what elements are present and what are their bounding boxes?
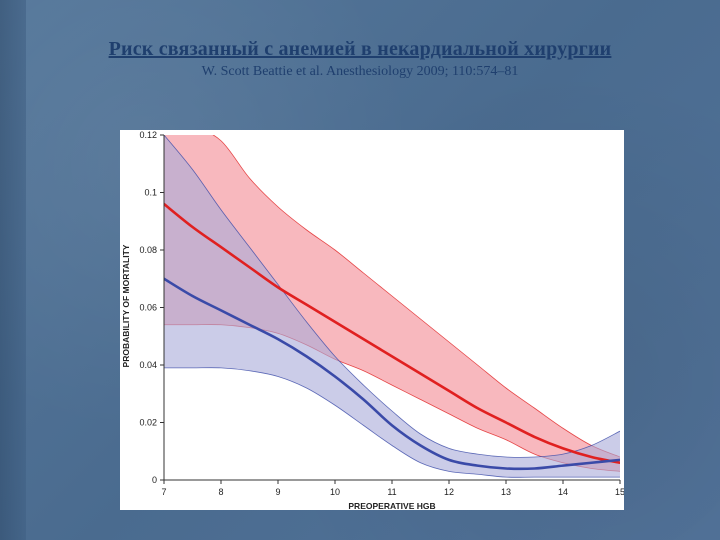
blue-series-line: [164, 277, 620, 471]
y-tick-label: 0.02: [139, 418, 157, 428]
x-tick-label: 15: [615, 487, 624, 497]
x-axis-label: PREOPERATIVE HGB: [348, 501, 435, 510]
chart-panel: 7 8 9 10 11 12 13 14 15 0 0.02 0.04 0.06 0.08 0.1 0.12 …: [120, 130, 625, 511]
x-tick-label: 10: [330, 487, 340, 497]
y-tick-label: 0.06: [139, 303, 157, 313]
x-tick-label: 7: [161, 487, 166, 497]
blue-series-upper-bound: [164, 135, 620, 458]
red-series-upper-bound: [212, 135, 620, 458]
x-tick-label: 12: [444, 487, 454, 497]
x-tick-label: 11: [387, 487, 396, 497]
tick-labels: 7 8 9 10 11 12 13 14 15 0 0.02 0.04 0.06 0.08 0.1 0.12: [139, 130, 625, 497]
axes: [160, 134, 621, 484]
confidence-bands: [164, 135, 620, 478]
x-tick-label: 13: [501, 487, 511, 497]
x-tick-label: 8: [218, 487, 223, 497]
y-axis-label: PROBABILITY OF MORTALITY: [121, 244, 131, 367]
red-series-confidence-band: [164, 135, 620, 472]
blue-series-confidence-band: [164, 135, 620, 478]
x-tick-label: 14: [558, 487, 568, 497]
red-series-line: [164, 202, 620, 465]
blue-series-lower-bound: [164, 367, 620, 478]
y-tick-label: 0.04: [139, 360, 157, 370]
x-tick-label: 9: [275, 487, 280, 497]
slide-title: Риск связанный с анемией в некардиальной…: [108, 38, 612, 60]
y-tick-label: 0: [152, 475, 157, 485]
slide-subtitle: W. Scott Beattie et al. Anesthesiology 2…: [201, 64, 519, 79]
mortality-chart: 7 8 9 10 11 12 13 14 1500.020.040.060.080.10.12 …: [121, 130, 625, 511]
y-tick-label: 0.08: [139, 245, 157, 255]
y-tick-label: 0.1: [144, 188, 157, 198]
left-decorative-band: [0, 0, 26, 540]
y-tick-label: 0.12: [139, 130, 157, 140]
series-lines: [164, 202, 620, 471]
